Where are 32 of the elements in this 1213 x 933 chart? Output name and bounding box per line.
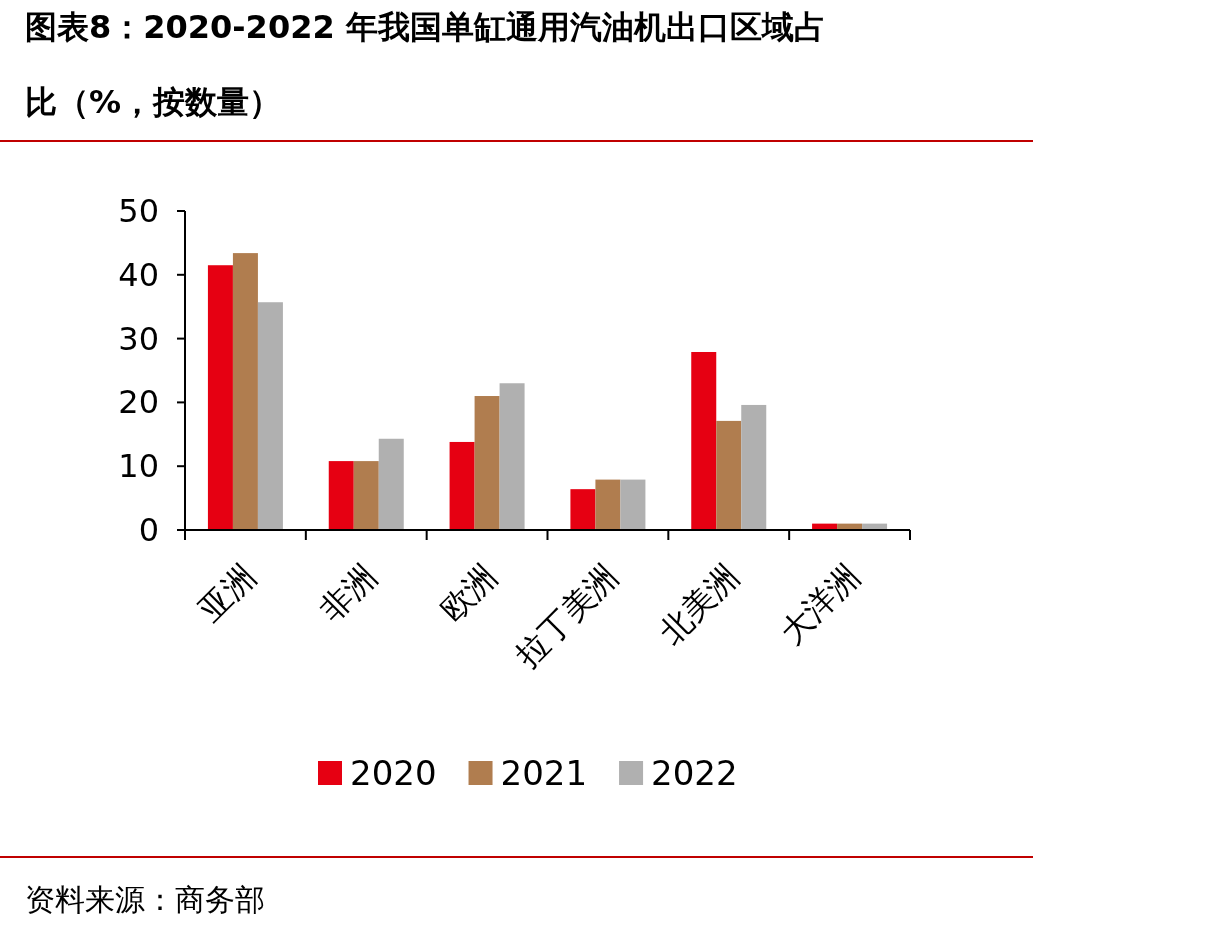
bar <box>449 441 475 530</box>
y-tick-label: 10 <box>118 447 159 486</box>
bar <box>232 253 258 530</box>
bar <box>741 404 767 530</box>
legend-label: 2020 <box>350 753 437 793</box>
bar <box>474 396 500 530</box>
bar <box>378 438 404 530</box>
x-tick-label: 亚洲 <box>190 556 264 629</box>
bar <box>353 461 379 530</box>
bar <box>570 489 596 530</box>
x-tick-label: 欧洲 <box>432 556 505 629</box>
bar <box>716 420 742 530</box>
bar <box>257 302 283 530</box>
y-tick-label: 50 <box>118 192 159 230</box>
x-tick-label: 北美洲 <box>651 556 747 652</box>
text: 资料来源：商务部 <box>25 882 265 917</box>
x-tick-label: 拉丁美洲 <box>508 556 626 675</box>
bar <box>595 479 621 530</box>
y-tick-label: 0 <box>138 511 159 549</box>
bar <box>328 461 354 530</box>
x-tick-label: 大洋洲 <box>772 556 868 652</box>
bar <box>207 265 233 530</box>
title: 图表8：2020-2022 年我国单缸通用汽油机出口区域占比（%，按数量） <box>25 8 826 121</box>
y-tick-label: 40 <box>118 255 159 294</box>
legend-label: 2021 <box>500 753 588 793</box>
y-tick-label: 20 <box>118 383 159 422</box>
x-tick-label: 非洲 <box>311 556 384 629</box>
bar <box>499 383 525 530</box>
legend-label: 2022 <box>651 753 738 793</box>
bar <box>691 352 717 530</box>
bar <box>620 479 646 530</box>
y-tick-label: 30 <box>118 319 159 358</box>
